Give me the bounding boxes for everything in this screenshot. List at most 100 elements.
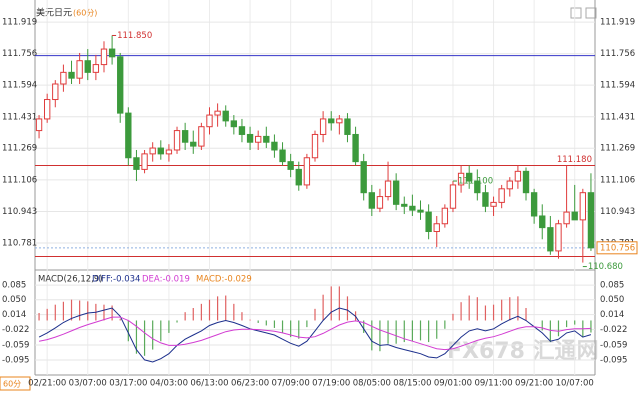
candle-body [157, 147, 164, 155]
candle-body [214, 110, 221, 116]
candle-body [457, 172, 465, 186]
x-tick-label: 09/01:00 [434, 379, 472, 389]
y-tick-label: -0.059 [2, 340, 29, 350]
candle-body [311, 133, 319, 159]
y-tick-label: -0.095 [600, 355, 627, 365]
x-tick-label: 04/03:00 [150, 379, 188, 389]
candle-body [417, 209, 424, 213]
candle-body [587, 192, 595, 249]
candle-body [328, 118, 335, 124]
candle-body [547, 227, 554, 252]
period-button[interactable] [0, 376, 31, 391]
y-tick-label: 111.919 [2, 18, 37, 28]
annotation-label: 110.680 [588, 262, 623, 272]
candle-body [271, 141, 278, 151]
candle-body [392, 180, 400, 205]
y-tick-label: 111.919 [600, 18, 635, 28]
chart-title: 美元日元 [36, 7, 72, 19]
macd-line [38, 307, 592, 363]
x-tick-label: 10/07:00 [556, 379, 594, 389]
candle-body [279, 149, 286, 163]
candle-body [466, 172, 473, 182]
candle-body [60, 71, 67, 85]
candle-body [506, 180, 513, 190]
candle-body [133, 157, 140, 170]
x-tick-label: 07/09:00 [272, 379, 310, 389]
y-tick-label: 111.431 [600, 112, 635, 122]
y-tick-label: 111.269 [600, 144, 635, 154]
y-tick-label: -0.022 [2, 325, 29, 335]
candle-body [181, 130, 189, 143]
candle-body [52, 83, 59, 101]
candle-body [35, 118, 43, 132]
candle-body [360, 161, 367, 194]
x-tick-label: 09/11:00 [474, 379, 512, 389]
candle-body [238, 126, 246, 135]
candle-body [449, 184, 457, 209]
candle-body [255, 135, 262, 143]
y-tick-label: 0.050 [2, 295, 26, 305]
candle-body [125, 112, 132, 159]
y-tick-label: 110.943 [600, 207, 635, 217]
icon-button[interactable] [585, 7, 597, 19]
candle-body [425, 211, 432, 233]
x-tick-label: 09/21:00 [515, 379, 553, 389]
macd-line [39, 316, 591, 351]
x-tick-label: 06/13:00 [190, 379, 228, 389]
x-tick-label: 08/05:00 [353, 379, 391, 389]
candle-body [100, 48, 108, 66]
candle-body [222, 110, 229, 122]
y-tick-label: 111.106 [2, 175, 37, 185]
legend-label: DEA:-0.019 [142, 275, 190, 285]
y-tick-label: 110.943 [2, 207, 37, 217]
candle-body [84, 60, 91, 73]
y-tick-label: 0.085 [600, 281, 624, 291]
candle-body [579, 192, 587, 221]
candle-body [522, 170, 530, 194]
y-tick-label: 111.431 [2, 112, 37, 122]
candle-body [482, 192, 489, 207]
candle-body [287, 161, 294, 170]
candle-body [230, 120, 238, 128]
x-tick-label: 03/07:00 [69, 379, 107, 389]
candle-body [555, 223, 562, 252]
candle-body [198, 126, 205, 147]
icon-button[interactable] [570, 7, 582, 19]
y-tick-label: -0.022 [600, 325, 627, 335]
candle-body [303, 157, 311, 186]
legend-label: MACD(26,12,9) [38, 275, 103, 285]
candle-body [539, 215, 546, 229]
legend-label: DIFF:-0.034 [92, 275, 140, 285]
period: (60分) [73, 9, 97, 18]
y-tick-label: 0.085 [2, 281, 26, 291]
candle-body [295, 168, 302, 186]
candle-body [117, 56, 124, 114]
candle-body [474, 180, 481, 194]
candle-body [76, 60, 83, 79]
candle-body [173, 130, 181, 151]
y-tick-label: 110.781 [2, 238, 37, 248]
candle-body [149, 147, 156, 155]
x-tick-label: 06/23:00 [231, 379, 269, 389]
candle-body [190, 141, 197, 147]
candle-body [336, 118, 343, 124]
candle-body [401, 203, 408, 207]
y-tick-label: -0.095 [2, 355, 29, 365]
candle-body [563, 211, 570, 225]
candle-body [141, 153, 148, 170]
candle-body [92, 64, 100, 73]
y-tick-label: 111.756 [2, 49, 37, 59]
x-tick-label: 02/21:00 [28, 379, 66, 389]
candle-body [263, 135, 270, 143]
y-tick-label: 111.594 [2, 81, 37, 91]
y-tick-label: 0.014 [2, 310, 26, 320]
candle-body [441, 207, 449, 225]
candle-body [108, 48, 116, 58]
candle-body [376, 196, 384, 209]
y-tick-label: 0.014 [600, 310, 624, 320]
candle-body [571, 211, 578, 221]
price-line-label: 111.180 [557, 155, 592, 165]
y-tick-label: 0.050 [600, 295, 624, 305]
candle-body [319, 118, 327, 135]
